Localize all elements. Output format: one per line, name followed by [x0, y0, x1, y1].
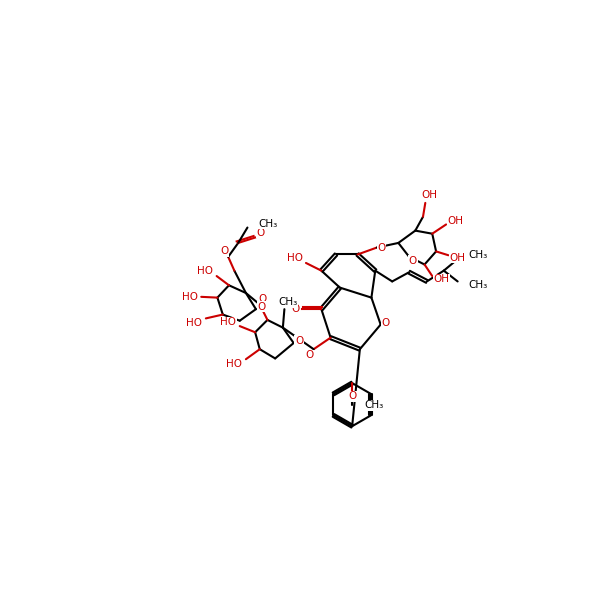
Text: CH₃: CH₃	[258, 218, 277, 229]
Text: CH₃: CH₃	[469, 280, 488, 290]
Text: HO: HO	[287, 253, 303, 263]
Text: CH₃: CH₃	[364, 400, 384, 410]
Text: HO: HO	[220, 317, 236, 327]
Text: O: O	[305, 350, 314, 361]
Text: O: O	[256, 228, 265, 238]
Text: OH: OH	[433, 274, 449, 284]
Text: HO: HO	[197, 266, 213, 277]
Text: HO: HO	[182, 292, 197, 302]
Text: CH₃: CH₃	[469, 250, 488, 260]
Text: CH₃: CH₃	[278, 297, 298, 307]
Text: HO: HO	[187, 318, 202, 328]
Text: O: O	[295, 336, 303, 346]
Text: O: O	[257, 302, 265, 312]
Text: O: O	[291, 304, 299, 314]
Text: OH: OH	[449, 253, 466, 263]
Text: O: O	[349, 391, 357, 401]
Text: O: O	[220, 247, 229, 256]
Text: OH: OH	[448, 217, 463, 226]
Text: OH: OH	[421, 190, 437, 200]
Text: O: O	[409, 256, 417, 266]
Text: O: O	[381, 318, 389, 328]
Text: HO: HO	[226, 359, 242, 369]
Text: O: O	[259, 294, 267, 304]
Text: O: O	[377, 244, 386, 253]
